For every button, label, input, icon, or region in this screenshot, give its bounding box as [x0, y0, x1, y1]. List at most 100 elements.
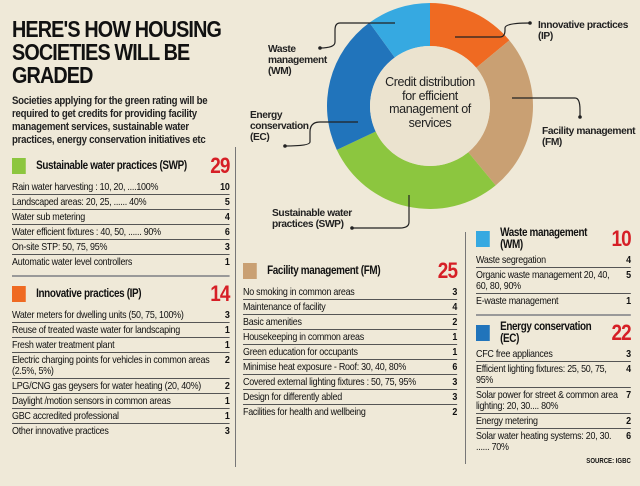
item-credits: 1 [452, 332, 458, 343]
section-swp: Sustainable water practices (SWP) 29 Rai… [12, 153, 230, 269]
item-credits: 10 [220, 182, 230, 193]
item-label: Organic waste management 20, 40, 60, 80,… [476, 270, 610, 292]
table-row: Energy metering 2 [476, 415, 631, 429]
item-label: Landscaped areas: 20, 25, ...... 40% [12, 197, 147, 208]
item-label: Solar water heating systems: 20, 30. ...… [476, 430, 612, 453]
label-ec: Energy conservation (EC) [250, 110, 309, 143]
item-label: Water efficient fixtures : 40, 50, .....… [12, 227, 161, 238]
item-credits: 1 [452, 347, 458, 358]
label-wm: Waste management (WM) [268, 44, 327, 77]
item-credits: 2 [452, 317, 458, 328]
leader-ec [284, 121, 358, 147]
item-credits: 2 [224, 380, 230, 392]
item-label: Water sub metering [12, 212, 86, 223]
item-label: Rain water harvesting : 10, 20, ....100% [12, 182, 159, 193]
legend-swatch [12, 158, 26, 174]
table-row: Solar power for street & common area lig… [476, 389, 631, 414]
item-credits: 6 [626, 430, 631, 442]
donut-slice-ec [327, 22, 395, 150]
item-credits: 3 [452, 392, 458, 403]
leader-swp [352, 195, 410, 229]
table-row: Landscaped areas: 20, 25, ...... 40% 5 [12, 196, 230, 210]
left-column: HERE'S HOW HOUSING SOCIETIES WILL BE GRA… [12, 18, 265, 439]
table-row: Design for differently abled 3 [243, 391, 457, 405]
item-credits: 4 [452, 302, 458, 313]
item-label: Reuse of treated waste water for landsca… [12, 324, 180, 336]
item-label: Electric charging points for vehicles in… [12, 354, 210, 377]
table-row: Facilities for health and wellbeing 2 [243, 406, 457, 419]
table-row: Electric charging points for vehicles in… [12, 354, 230, 379]
item-label: E-waste management [476, 296, 559, 307]
item-credits: 3 [224, 425, 230, 437]
table-row: Reuse of treated waste water for landsca… [12, 324, 230, 338]
item-label: Basic amenities [243, 317, 302, 328]
item-credits: 3 [452, 377, 458, 388]
item-credits: 3 [626, 348, 631, 360]
table-row: Green education for occupants 1 [243, 346, 457, 360]
item-label: Green education for occupants [243, 347, 358, 358]
item-credits: 7 [626, 389, 631, 401]
item-credits: 1 [224, 395, 230, 407]
chart-center-title: Credit distribution for efficient manage… [385, 75, 475, 130]
table-row: Water sub metering 4 [12, 211, 230, 225]
item-label: LPG/CNG gas geysers for water heating (2… [12, 380, 202, 392]
table-row: Water efficient fixtures : 40, 50, .....… [12, 226, 230, 240]
table-row: Efficient lighting fixtures: 25, 50, 75,… [476, 363, 631, 388]
table-row: Housekeeping in common areas 1 [243, 331, 457, 345]
table-row: Rain water harvesting : 10, 20, ....100%… [12, 181, 230, 195]
right-column: Waste management (WM) 10 Waste segregati… [476, 226, 640, 465]
item-label: Waste segregation [476, 255, 546, 266]
section-title: Sustainable water practices (SWP) [36, 160, 187, 172]
table-row: Waste segregation 4 [476, 254, 631, 268]
item-label: Water meters for dwelling units (50, 75,… [12, 309, 184, 321]
donut-slice-ip [430, 3, 510, 68]
table-row: E-waste management 1 [476, 295, 631, 308]
item-label: CFC free appliances [476, 348, 553, 360]
legend-swatch [243, 263, 257, 279]
item-credits: 2 [626, 415, 631, 427]
table-row: Daylight /motion sensors in common areas… [12, 395, 230, 409]
section-title: Waste management (WM) [500, 227, 588, 251]
section-total: 29 [210, 153, 230, 178]
item-credits: 1 [626, 296, 631, 307]
section-total: 22 [611, 319, 631, 345]
label-fm: Facility management (FM) [542, 126, 636, 148]
item-label: Other innovative practices [12, 425, 109, 437]
item-label: Covered external lighting fixtures : 50,… [243, 377, 416, 388]
label-swp: Sustainable water practices (SWP) [272, 208, 352, 230]
section-fm: Facility management (FM) 25 No smoking i… [243, 258, 458, 419]
item-credits: 1 [224, 324, 230, 336]
label-ip: Innovative practices (IP) [538, 20, 628, 42]
item-credits: 5 [224, 197, 230, 208]
item-label: Daylight /motion sensors in common areas [12, 395, 171, 407]
item-credits: 4 [626, 363, 631, 375]
item-credits: 6 [452, 362, 458, 373]
item-label: No smoking in common areas [243, 287, 355, 298]
table-row: Covered external lighting fixtures : 50,… [243, 376, 457, 390]
source-note: SOURCE: IGBC [586, 457, 631, 465]
section-total: 10 [611, 226, 631, 251]
item-credits: 6 [224, 227, 230, 238]
section-title: Facility management (FM) [267, 265, 381, 277]
table-row: GBC accredited professional 1 [12, 410, 230, 424]
intro-text: Societies applying for the green rating … [12, 95, 208, 146]
divider [12, 275, 230, 277]
item-label: Automatic water level controllers [12, 257, 133, 268]
item-label: Fresh water treatment plant [12, 339, 115, 351]
section-header: Facility management (FM) 25 [243, 258, 458, 284]
divider [465, 232, 466, 464]
item-credits: 4 [626, 255, 631, 266]
item-label: Maintenance of facility [243, 302, 326, 313]
legend-swatch [476, 231, 490, 247]
table-row: CFC free appliances 3 [476, 348, 631, 362]
item-label: Solar power for street & common area lig… [476, 389, 618, 412]
table-row: Water meters for dwelling units (50, 75,… [12, 309, 230, 323]
section-title: Energy conservation (EC) [500, 320, 592, 345]
donut-chart [283, 3, 582, 230]
item-label: Design for differently abled [243, 392, 342, 403]
donut-slice-wm [369, 3, 430, 58]
table-row: Maintenance of facility 4 [243, 301, 457, 315]
item-credits: 2 [224, 354, 230, 366]
donut-slice-swp [336, 131, 496, 210]
table-row: Organic waste management 20, 40, 60, 80,… [476, 269, 631, 294]
